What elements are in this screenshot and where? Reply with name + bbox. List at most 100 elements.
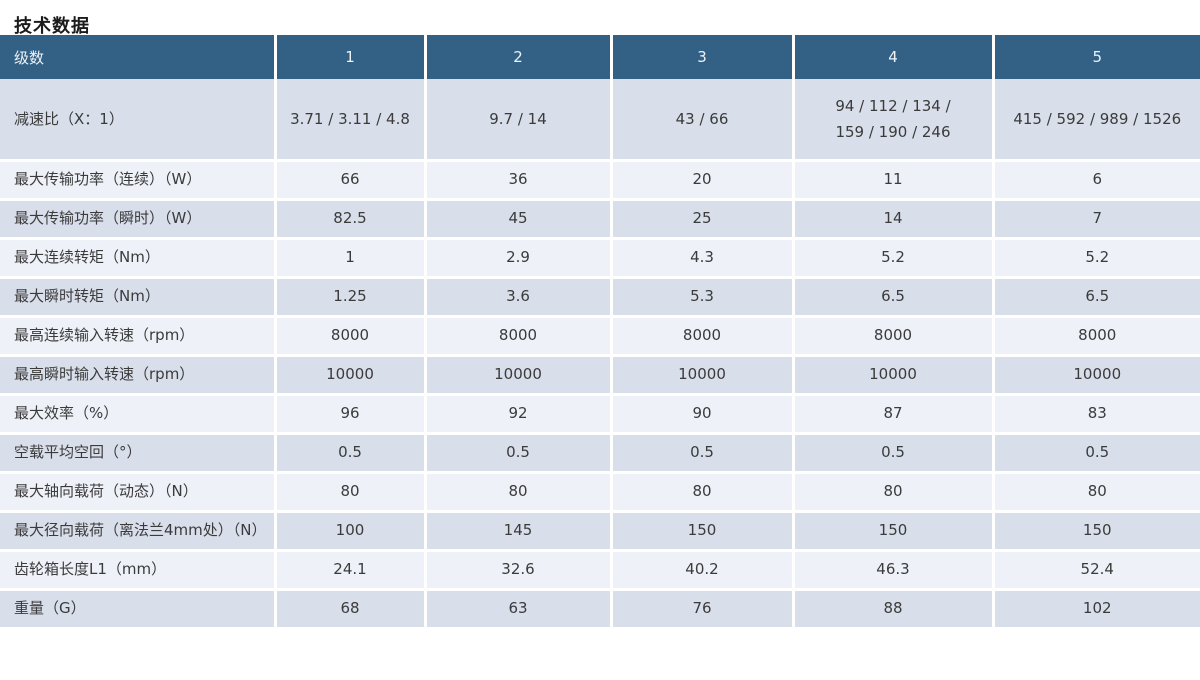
value-cell: 80 [425, 472, 613, 513]
value-cell: 87 [793, 394, 995, 435]
value-cell: 10000 [275, 355, 427, 396]
value-cell: 415 / 592 / 989 / 1526 [993, 79, 1200, 162]
table-row: 重量（G） 68 63 76 88 102 [0, 589, 1200, 630]
row-label: 最大效率（%） [0, 394, 277, 435]
column-header-1: 1 [275, 35, 427, 79]
header-row-label: 级数 [0, 35, 277, 79]
value-cell: 52.4 [993, 550, 1200, 591]
value-cell: 80 [993, 472, 1200, 513]
value-cell: 1.25 [275, 277, 427, 318]
value-cell: 5.2 [793, 238, 995, 279]
row-label: 最大传输功率（瞬时）（W） [0, 199, 277, 240]
table-row: 减速比（X：1） 3.71 / 3.11 / 4.8 9.7 / 14 43 / 66… [0, 79, 1200, 162]
value-cell: 8000 [425, 316, 613, 357]
row-label: 空载平均空回（°） [0, 433, 277, 474]
row-label: 最大轴向载荷（动态）（N） [0, 472, 277, 513]
value-cell: 82.5 [275, 199, 427, 240]
value-cell: 150 [611, 511, 795, 552]
value-cell: 45 [425, 199, 613, 240]
header-row: 级数 1 2 3 4 5 [0, 35, 1200, 79]
value-cell: 25 [611, 199, 795, 240]
value-cell: 7 [993, 199, 1200, 240]
value-cell: 83 [993, 394, 1200, 435]
value-cell: 46.3 [793, 550, 995, 591]
row-label: 最大瞬时转矩（Nm） [0, 277, 277, 318]
value-cell: 2.9 [425, 238, 613, 279]
value-cell: 3.71 / 3.11 / 4.8 [275, 79, 427, 162]
value-cell: 8000 [793, 316, 995, 357]
value-cell: 9.7 / 14 [425, 79, 613, 162]
table-row: 最大效率（%） 96 92 90 87 83 [0, 394, 1200, 435]
page-title: 技术数据 [14, 16, 90, 37]
row-label: 最高连续输入转速（rpm） [0, 316, 277, 357]
table-row: 最高连续输入转速（rpm） 8000 8000 8000 8000 8000 [0, 316, 1200, 357]
column-header-4: 4 [793, 35, 995, 79]
column-header-3: 3 [611, 35, 795, 79]
row-label: 最大连续转矩（Nm） [0, 238, 277, 279]
row-label: 重量（G） [0, 589, 277, 630]
value-cell: 6.5 [793, 277, 995, 318]
value-cell: 5.3 [611, 277, 795, 318]
table-row: 最大轴向载荷（动态）（N） 80 80 80 80 80 [0, 472, 1200, 513]
value-cell: 150 [793, 511, 995, 552]
table-row: 最高瞬时输入转速（rpm） 10000 10000 10000 10000 10000 [0, 355, 1200, 396]
value-cell: 100 [275, 511, 427, 552]
row-label: 最高瞬时输入转速（rpm） [0, 355, 277, 396]
table-row: 最大连续转矩（Nm） 1 2.9 4.3 5.2 5.2 [0, 238, 1200, 279]
value-cell: 94 / 112 / 134 / 159 / 190 / 246 [793, 79, 995, 162]
value-cell: 3.6 [425, 277, 613, 318]
value-cell: 76 [611, 589, 795, 630]
value-cell: 6.5 [993, 277, 1200, 318]
value-cell: 1 [275, 238, 427, 279]
table-body: 减速比（X：1） 3.71 / 3.11 / 4.8 9.7 / 14 43 / 66… [0, 79, 1200, 630]
value-cell: 5.2 [993, 238, 1200, 279]
value-cell: 68 [275, 589, 427, 630]
value-cell: 0.5 [425, 433, 613, 474]
value-cell: 80 [275, 472, 427, 513]
value-cell: 80 [611, 472, 795, 513]
row-label: 齿轮箱长度L1（mm） [0, 550, 277, 591]
value-cell: 6 [993, 160, 1200, 201]
value-cell: 10000 [793, 355, 995, 396]
value-cell: 90 [611, 394, 795, 435]
value-cell: 20 [611, 160, 795, 201]
value-cell: 43 / 66 [611, 79, 795, 162]
spec-table: 级数 1 2 3 4 5 减速比（X：1） 3.71 / 3.11 / 4.8 9.… [0, 35, 1200, 630]
column-header-2: 2 [425, 35, 613, 79]
value-cell: 24.1 [275, 550, 427, 591]
value-cell: 150 [993, 511, 1200, 552]
value-cell: 66 [275, 160, 427, 201]
value-cell: 0.5 [611, 433, 795, 474]
value-cell: 145 [425, 511, 613, 552]
value-cell: 8000 [275, 316, 427, 357]
value-cell: 10000 [425, 355, 613, 396]
value-cell: 63 [425, 589, 613, 630]
value-cell: 80 [793, 472, 995, 513]
value-cell: 8000 [611, 316, 795, 357]
value-cell: 14 [793, 199, 995, 240]
value-cell: 92 [425, 394, 613, 435]
value-cell: 96 [275, 394, 427, 435]
table-row: 最大传输功率（瞬时）（W） 82.5 45 25 14 7 [0, 199, 1200, 240]
row-label: 减速比（X：1） [0, 79, 277, 162]
value-cell: 8000 [993, 316, 1200, 357]
value-cell: 36 [425, 160, 613, 201]
table-row: 空载平均空回（°） 0.5 0.5 0.5 0.5 0.5 [0, 433, 1200, 474]
value-cell: 10000 [611, 355, 795, 396]
value-cell: 0.5 [793, 433, 995, 474]
value-cell: 88 [793, 589, 995, 630]
value-cell: 10000 [993, 355, 1200, 396]
value-cell: 32.6 [425, 550, 613, 591]
table-row: 最大径向载荷（离法兰4mm处）（N） 100 145 150 150 150 [0, 511, 1200, 552]
value-cell: 40.2 [611, 550, 795, 591]
value-cell: 4.3 [611, 238, 795, 279]
value-cell: 0.5 [993, 433, 1200, 474]
row-label: 最大径向载荷（离法兰4mm处）（N） [0, 511, 277, 552]
table-row: 齿轮箱长度L1（mm） 24.1 32.6 40.2 46.3 52.4 [0, 550, 1200, 591]
value-cell: 102 [993, 589, 1200, 630]
value-cell: 11 [793, 160, 995, 201]
row-label: 最大传输功率（连续）（W） [0, 160, 277, 201]
column-header-5: 5 [993, 35, 1200, 79]
table-row: 最大瞬时转矩（Nm） 1.25 3.6 5.3 6.5 6.5 [0, 277, 1200, 318]
table-row: 最大传输功率（连续）（W） 66 36 20 11 6 [0, 160, 1200, 201]
